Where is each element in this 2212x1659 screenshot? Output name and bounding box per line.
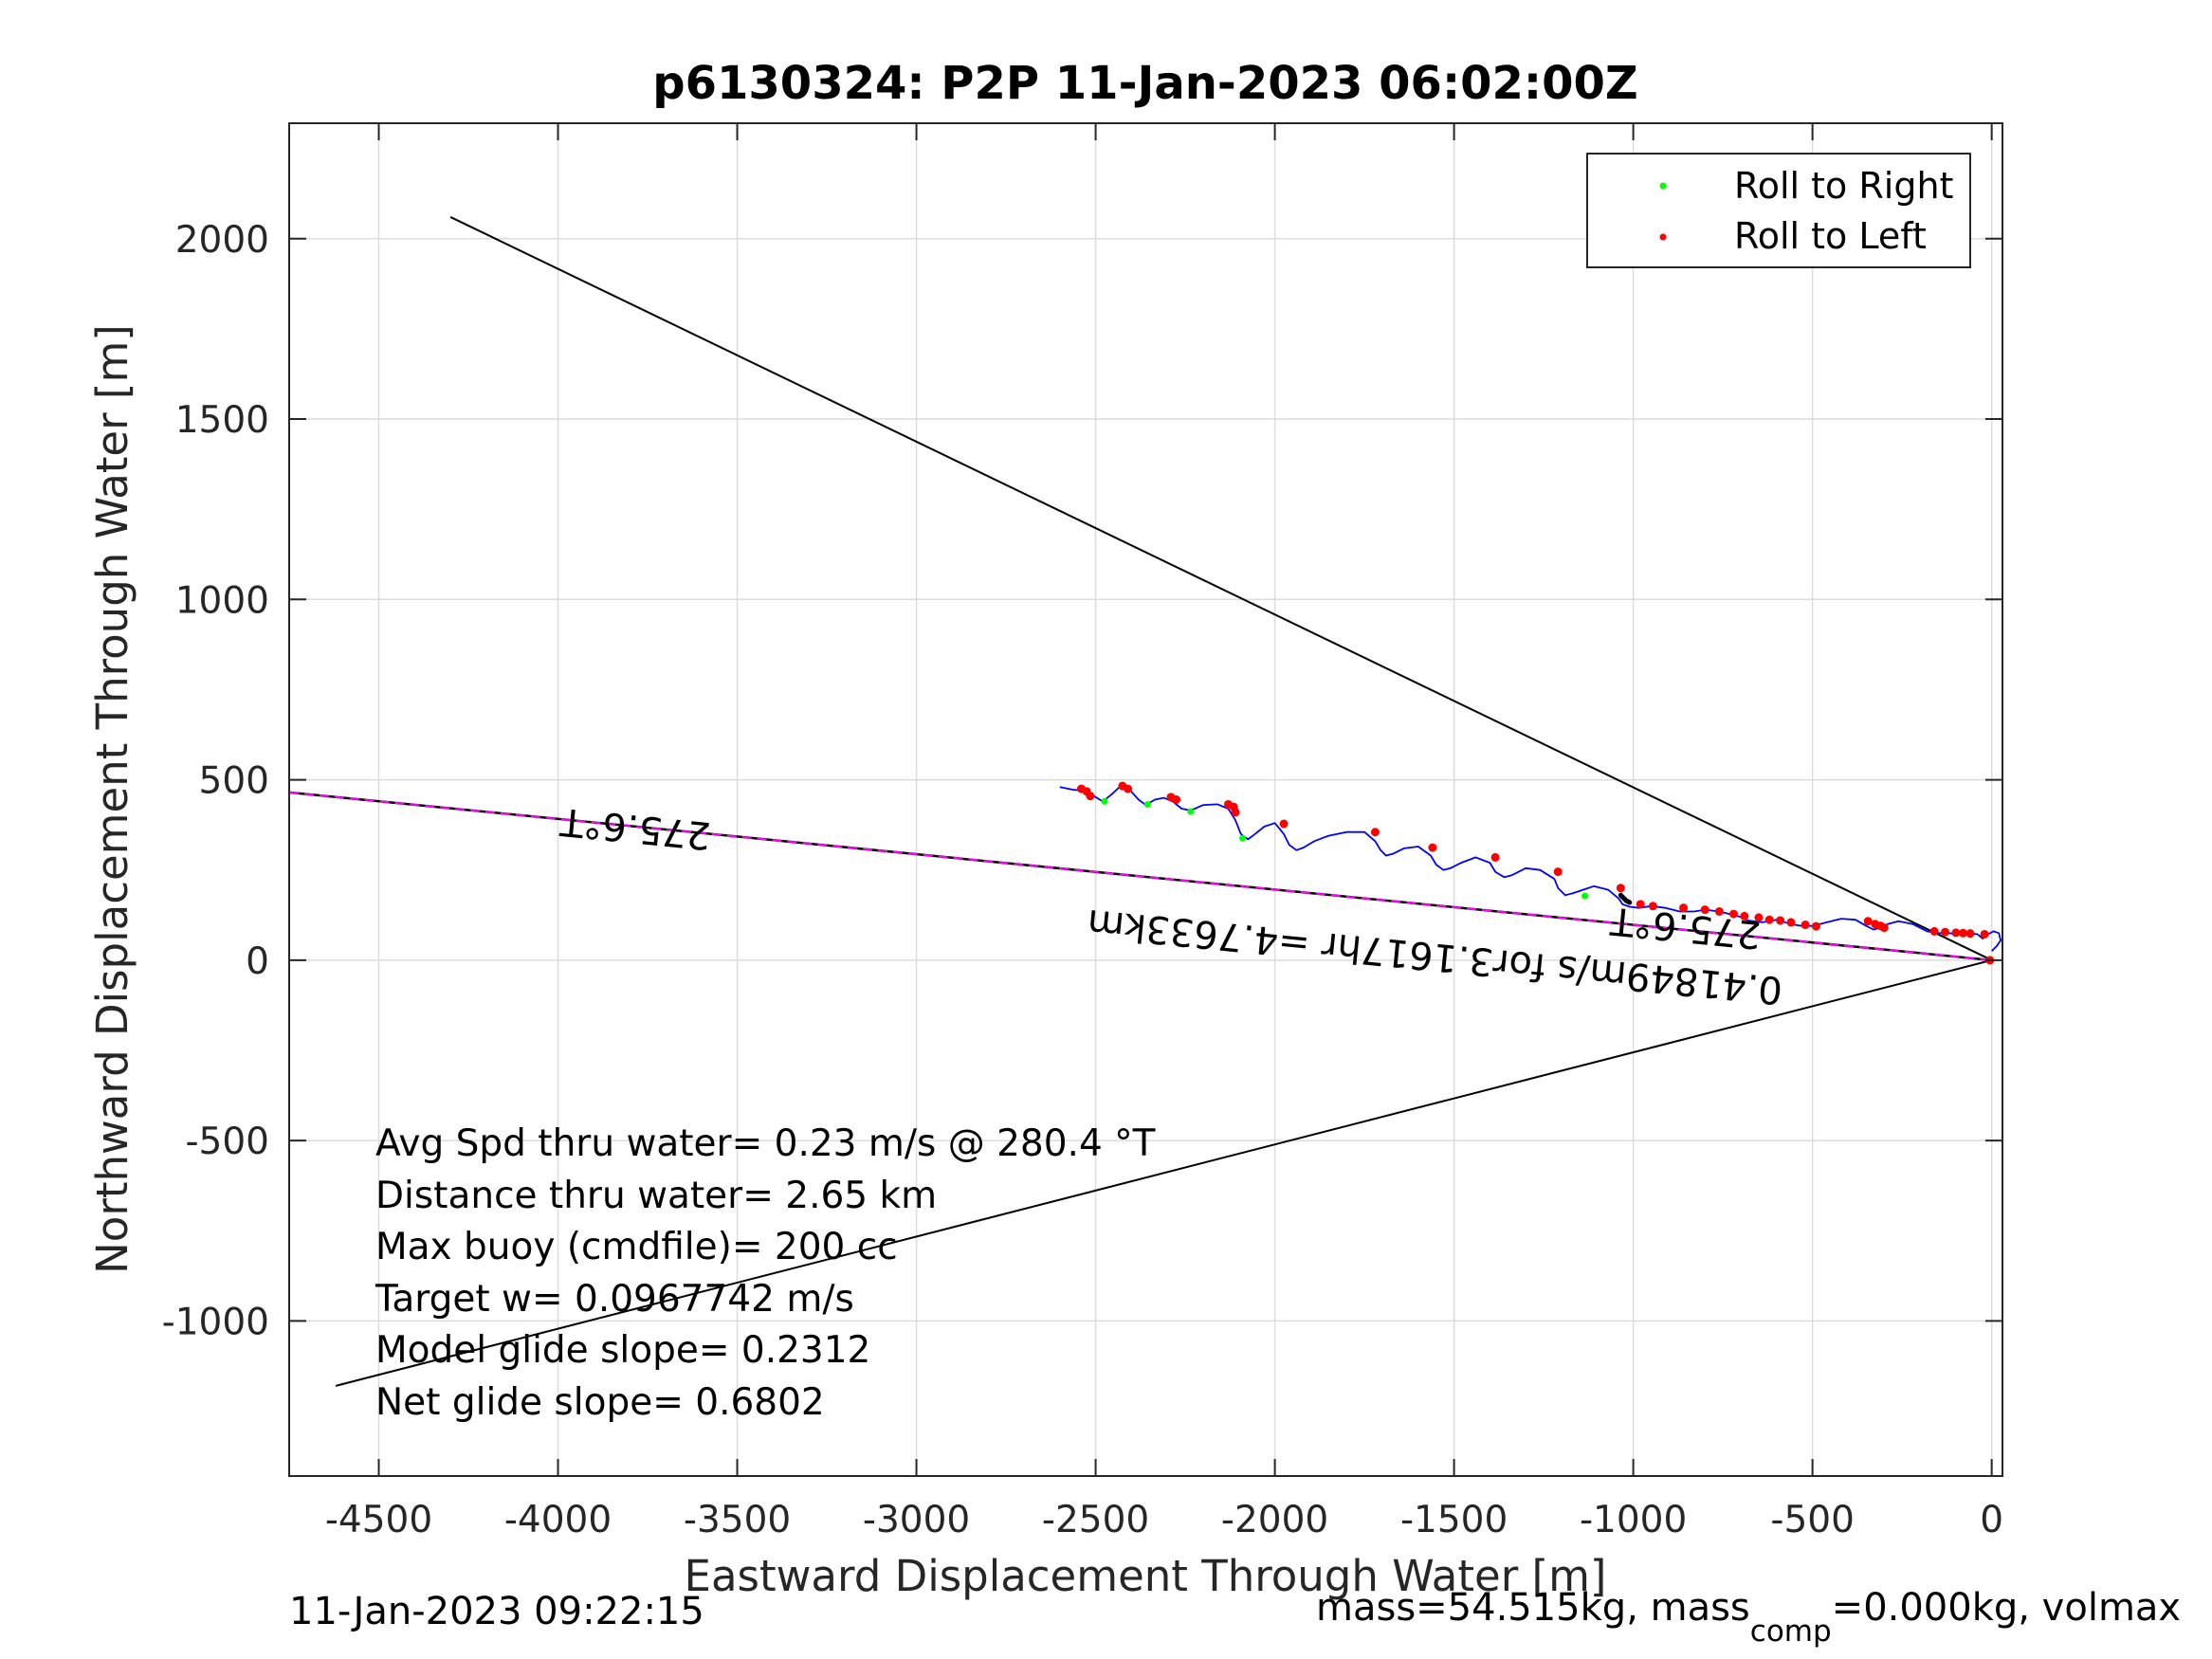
roll-left-point — [1636, 900, 1645, 909]
roll-left-point — [1801, 921, 1810, 930]
stats-block: Avg Spd thru water= 0.23 m/s @ 280.4 °T … — [375, 1122, 1156, 1424]
roll-right-point — [1143, 800, 1151, 808]
stat-net-glide: Net glide slope= 0.6802 — [375, 1381, 825, 1424]
axis-ticks: -4500 -4000 -3500 -3000 -2500 -2000 -1500 -1000… — [162, 123, 2003, 1541]
roll-left-point — [1553, 867, 1563, 877]
footer-mass-info: mass=54.515kg, masscomp=0.000kg, volmax — [1316, 1586, 2181, 1649]
roll-left-point — [1728, 909, 1738, 919]
roll-left-point — [1616, 884, 1625, 893]
roll-left-point — [1428, 843, 1437, 852]
y-tick-label: 500 — [199, 760, 269, 803]
roll-left-point — [1279, 819, 1289, 829]
roll-right-point — [1239, 834, 1247, 842]
roll-left-point — [1740, 911, 1749, 921]
cone-guide-line — [335, 958, 1992, 1387]
y-tick-label: -1000 — [162, 1301, 269, 1343]
roll-left-point — [1700, 905, 1709, 915]
stat-model-glide: Model glide slope= 0.2312 — [375, 1329, 870, 1372]
roll-left-point — [1764, 915, 1774, 924]
roll-left-point — [1679, 903, 1689, 913]
legend-box — [1586, 153, 1971, 268]
roll-right-point — [1581, 892, 1589, 900]
roll-left-point — [1086, 792, 1095, 801]
heading-annotation: 275.6°T — [558, 799, 713, 857]
roll-left-point — [1648, 902, 1657, 911]
stat-max-buoy: Max buoy (cmdfile)= 200 cc — [375, 1226, 898, 1268]
roll-left-point — [1811, 921, 1820, 931]
plot-frame — [288, 122, 2003, 1477]
roll-right-point — [1187, 808, 1195, 815]
roll-left-point — [1776, 916, 1785, 925]
guide-lines — [288, 216, 1993, 1387]
roll-left-point — [1863, 917, 1873, 926]
roll-right-point — [1101, 797, 1108, 805]
x-tick-label: -1000 — [1580, 1499, 1687, 1541]
grid-lines — [289, 123, 2002, 1476]
roll-left-point — [1231, 808, 1240, 817]
x-tick-label: -500 — [1770, 1499, 1855, 1541]
x-tick-label: -2500 — [1042, 1499, 1149, 1541]
x-tick-label: -1500 — [1400, 1499, 1508, 1541]
stat-avg-speed: Avg Spd thru water= 0.23 m/s @ 280.4 °T — [375, 1122, 1156, 1165]
roll-left-point — [1941, 927, 1950, 937]
roll-left-point — [1714, 906, 1724, 916]
y-tick-label: 1500 — [175, 399, 269, 442]
y-tick-label: -500 — [185, 1121, 269, 1163]
x-axis-label: Eastward Displacement Through Water [m] — [685, 1551, 1607, 1601]
y-tick-label: 0 — [246, 940, 269, 983]
roll-left-point — [1124, 784, 1133, 793]
cone-guide-line — [449, 216, 1993, 961]
heading-marker — [1618, 892, 1633, 905]
x-tick-label: -2000 — [1221, 1499, 1328, 1541]
y-tick-label: 2000 — [175, 219, 269, 262]
y-axis-label: Northward Displacement Through Water [m] — [87, 324, 137, 1274]
x-tick-label: -4500 — [325, 1499, 432, 1541]
roll-left-point — [1879, 923, 1889, 933]
roll-left-point — [1490, 852, 1500, 862]
roll-left-point — [1929, 926, 1939, 936]
roll-left-point — [1965, 929, 1975, 939]
legend-label-roll-right: Roll to Right — [1734, 165, 1953, 207]
heading-annotation: 275.6°T — [1608, 899, 1763, 957]
x-tick-label: -3500 — [684, 1499, 791, 1541]
heading-line — [288, 791, 1992, 961]
roll-left-point — [1754, 913, 1764, 922]
x-tick-label: -3000 — [863, 1499, 970, 1541]
legend: Roll to Right Roll to Left — [1586, 153, 1971, 268]
roll-left-point — [1951, 928, 1961, 938]
y-tick-label: 1000 — [175, 579, 269, 622]
roll-left-point — [1370, 828, 1380, 837]
legend-marker-roll-right — [1659, 182, 1667, 190]
legend-marker-roll-left — [1659, 233, 1667, 241]
roll-left-point — [1786, 918, 1796, 927]
footer-timestamp: 11-Jan-2023 09:22:15 — [289, 1590, 704, 1633]
series-layer — [1059, 781, 2002, 965]
stat-distance: Distance thru water= 2.65 km — [375, 1175, 937, 1217]
roll-left-point — [1958, 928, 1967, 938]
roll-left-point — [1172, 795, 1181, 804]
x-tick-label: 0 — [1980, 1499, 2003, 1541]
legend-label-roll-left: Roll to Left — [1734, 215, 1927, 257]
stat-target-w: Target w= 0.0967742 m/s — [375, 1278, 854, 1321]
chart-title: p6130324: P2P 11-Jan-2023 06:02:00Z — [652, 57, 1637, 110]
roll-left-point — [1980, 929, 1989, 939]
x-tick-label: -4000 — [504, 1499, 612, 1541]
